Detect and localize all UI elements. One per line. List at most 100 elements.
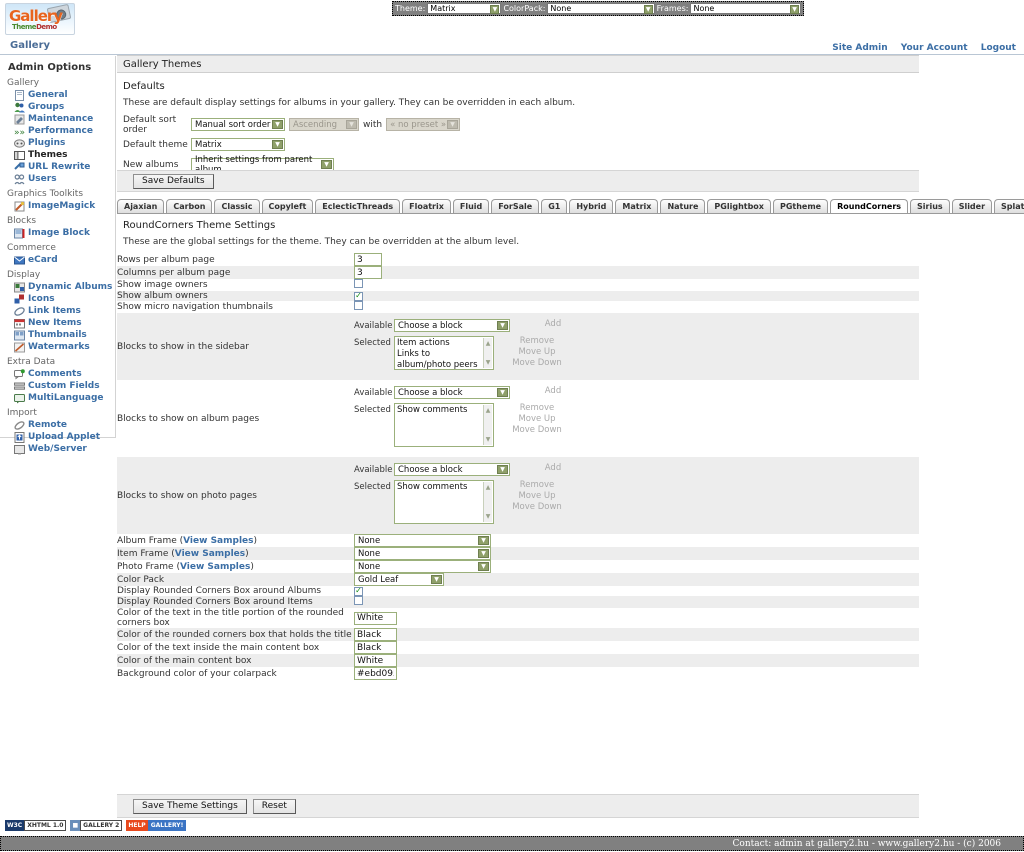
- photo-move-down-button[interactable]: Move Down: [512, 502, 562, 512]
- tab-classic[interactable]: Classic: [214, 199, 260, 213]
- sidebar-item-users[interactable]: Users: [4, 173, 115, 185]
- album-frame-view-samples-link[interactable]: View Samples: [183, 535, 254, 546]
- sidebar-item-image-block[interactable]: Image Block: [4, 227, 115, 239]
- sidebar-item-imagemagick[interactable]: ImageMagick: [4, 200, 115, 212]
- photo-frame-select[interactable]: None ▼: [354, 560, 491, 573]
- tab-hybrid[interactable]: Hybrid: [569, 199, 614, 213]
- tab-splatbang[interactable]: Splatbang: [994, 199, 1024, 213]
- footer-badge[interactable]: W3C XHTML 1.0: [5, 820, 67, 831]
- footer-badge[interactable]: ■ GALLERY 2: [70, 820, 123, 831]
- default-theme-select[interactable]: Matrix ▼: [191, 138, 285, 151]
- sidebar-item-thumbnails[interactable]: Thumbnails: [4, 329, 115, 341]
- sidebar-item-performance[interactable]: »» Performance: [4, 125, 115, 137]
- tab-forsale[interactable]: ForSale: [491, 199, 540, 213]
- bg-color-input[interactable]: [354, 667, 397, 680]
- sidebar-item-link-items[interactable]: Link Items: [4, 305, 115, 317]
- sidebar-item-icons[interactable]: Icons: [4, 293, 115, 305]
- show-album-owners-checkbox[interactable]: ✓: [354, 291, 363, 301]
- sidebar-item-remote[interactable]: Remote: [4, 419, 115, 431]
- cols-per-page-input[interactable]: [354, 266, 382, 279]
- list-item[interactable]: Links to album/photo peers: [397, 349, 478, 370]
- photo-available-select[interactable]: Choose a block ▼: [394, 463, 510, 476]
- sidebar-item-upload-applet[interactable]: Upload Applet: [4, 431, 115, 443]
- album-move-down-button[interactable]: Move Down: [512, 425, 562, 435]
- sort-preset-select[interactable]: « no preset » ▼: [386, 118, 461, 131]
- tab-eclecticthreads[interactable]: EclecticThreads: [315, 199, 401, 213]
- item-frame-view-samples-link[interactable]: View Samples: [174, 548, 246, 559]
- list-item[interactable]: Show comments: [397, 405, 468, 415]
- footer-badge[interactable]: HELP GALLERY!: [126, 820, 187, 831]
- album-move-up-button[interactable]: Move Up: [518, 414, 556, 424]
- tab-pgtheme[interactable]: PGtheme: [772, 199, 829, 213]
- tab-roundcorners[interactable]: RoundCorners: [830, 199, 909, 213]
- tab-ajaxian[interactable]: Ajaxian: [117, 199, 165, 213]
- content-box-color-input[interactable]: [354, 654, 397, 667]
- sidebar-item-ecard[interactable]: eCard: [4, 254, 115, 266]
- tab-pglightbox[interactable]: PGlightbox: [707, 199, 771, 213]
- content-text-color-input[interactable]: [354, 641, 397, 654]
- logout-link[interactable]: Logout: [980, 43, 1016, 53]
- site-admin-link[interactable]: Site Admin: [832, 43, 888, 53]
- album-available-select[interactable]: Choose a block ▼: [394, 386, 510, 399]
- theme-switcher-frames-select[interactable]: None ▼: [690, 3, 801, 14]
- sidebar-add-button[interactable]: Add: [544, 319, 562, 329]
- sidebar-item-maintenance[interactable]: Maintenance: [4, 113, 115, 125]
- sidebar-remove-button[interactable]: Remove: [519, 336, 555, 346]
- title-box-color-input[interactable]: [354, 628, 397, 641]
- show-micro-nav-checkbox[interactable]: [354, 301, 363, 310]
- sidebar-item-dynamic-albums[interactable]: Dynamic Albums: [4, 281, 115, 293]
- sidebar-item-comments[interactable]: Comments: [4, 368, 115, 380]
- sidebar-item-watermarks[interactable]: Watermarks: [4, 341, 115, 353]
- save-theme-settings-button[interactable]: Save Theme Settings: [133, 798, 247, 814]
- sidebar-item-web-server[interactable]: Web/Server: [4, 443, 115, 455]
- photo-move-up-button[interactable]: Move Up: [518, 491, 556, 501]
- sidebar-item-url-rewrite[interactable]: URL Rewrite: [4, 161, 115, 173]
- list-item[interactable]: Show comments: [397, 482, 468, 492]
- album-selected-listbox[interactable]: Show comments ▲ ▼: [394, 403, 494, 447]
- photo-add-button[interactable]: Add: [544, 463, 562, 473]
- gallery-breadcrumb[interactable]: Gallery: [10, 40, 51, 51]
- save-defaults-button[interactable]: Save Defaults: [133, 173, 214, 189]
- tab-nature[interactable]: Nature: [660, 199, 706, 213]
- sidebar-item-groups[interactable]: Groups: [4, 101, 115, 113]
- sidebar-item-custom-fields[interactable]: Custom Fields: [4, 380, 115, 392]
- listbox-scrollbar[interactable]: ▲ ▼: [483, 405, 492, 445]
- item-frame-select[interactable]: None ▼: [354, 547, 491, 560]
- default-sort-order-select[interactable]: Manual sort order ▼: [191, 118, 285, 131]
- sidebar-item-general[interactable]: General: [4, 89, 115, 101]
- tab-g1[interactable]: G1: [541, 199, 568, 213]
- tab-slider[interactable]: Slider: [951, 199, 993, 213]
- gallery-logo[interactable]: Gallery ThemeDemo: [5, 3, 75, 35]
- sidebar-item-themes[interactable]: Themes: [4, 149, 115, 161]
- photo-remove-button[interactable]: Remove: [519, 480, 555, 490]
- list-item[interactable]: Item actions: [397, 338, 450, 348]
- theme-switcher-theme-select[interactable]: Matrix ▼: [427, 3, 502, 14]
- title-text-color-input[interactable]: [354, 611, 397, 625]
- sort-direction-select[interactable]: Ascending ▼: [289, 118, 359, 131]
- tab-carbon[interactable]: Carbon: [166, 199, 213, 213]
- show-image-owners-checkbox[interactable]: [354, 279, 363, 288]
- listbox-scrollbar[interactable]: ▲ ▼: [483, 482, 492, 522]
- reset-button[interactable]: Reset: [252, 798, 296, 814]
- sidebar-move-down-button[interactable]: Move Down: [512, 358, 562, 368]
- tab-matrix[interactable]: Matrix: [615, 199, 659, 213]
- color-pack-select[interactable]: Gold Leaf ▼: [354, 573, 444, 586]
- tab-copyleft[interactable]: Copyleft: [261, 199, 314, 213]
- rows-per-page-input[interactable]: [354, 253, 382, 266]
- your-account-link[interactable]: Your Account: [900, 43, 968, 53]
- sidebar-available-select[interactable]: Choose a block ▼: [394, 319, 510, 332]
- listbox-scrollbar[interactable]: ▲ ▼: [483, 338, 492, 368]
- rounded-albums-checkbox[interactable]: ✓: [354, 586, 363, 596]
- album-frame-select[interactable]: None ▼: [354, 534, 491, 547]
- photo-selected-listbox[interactable]: Show comments ▲ ▼: [394, 480, 494, 524]
- tab-floatrix[interactable]: Floatrix: [402, 199, 451, 213]
- tab-sirius[interactable]: Sirius: [910, 199, 950, 213]
- album-add-button[interactable]: Add: [544, 386, 562, 396]
- sidebar-item-multilanguage[interactable]: MultiLanguage: [4, 392, 115, 404]
- sidebar-item-plugins[interactable]: Plugins: [4, 137, 115, 149]
- sidebar-move-up-button[interactable]: Move Up: [518, 347, 556, 357]
- tab-fluid[interactable]: Fluid: [452, 199, 490, 213]
- theme-switcher-colorpack-select[interactable]: None ▼: [547, 3, 655, 14]
- album-remove-button[interactable]: Remove: [519, 403, 555, 413]
